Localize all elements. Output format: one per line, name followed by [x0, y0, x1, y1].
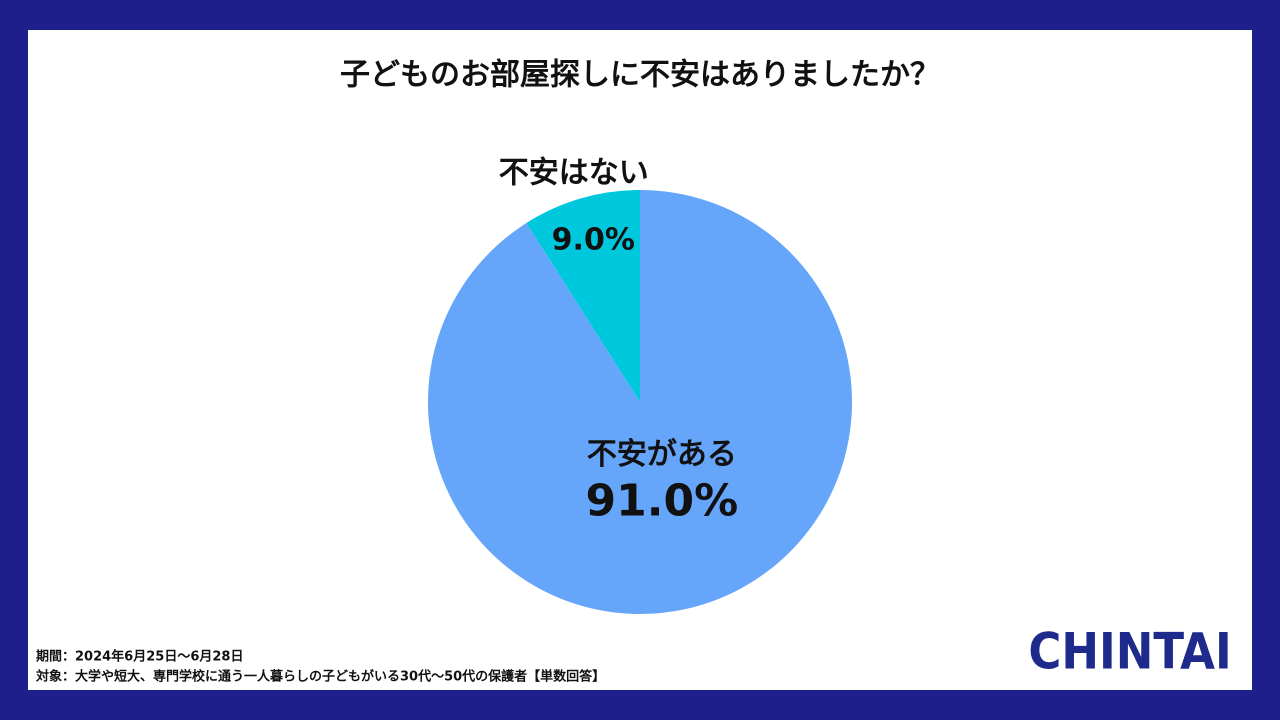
pie-slice	[526, 190, 640, 402]
note: 対象：大学や短大、専門学校に通う一人暮らしの子どもがいる30代〜50代の保護者【…	[35, 669, 605, 685]
value-label: 9.0%	[552, 223, 635, 258]
note: 期間：2024年6月25日〜6月28日	[36, 649, 243, 665]
pie-slice	[428, 189, 853, 614]
logo: CHINTAI	[1028, 623, 1231, 681]
chart-title: 子どものお部屋探しに不安はありましたか？	[340, 58, 940, 93]
value-label: 91.0%	[586, 475, 739, 526]
slice-label: 不安はない	[499, 155, 649, 190]
slice-label: 不安がある	[587, 437, 737, 472]
